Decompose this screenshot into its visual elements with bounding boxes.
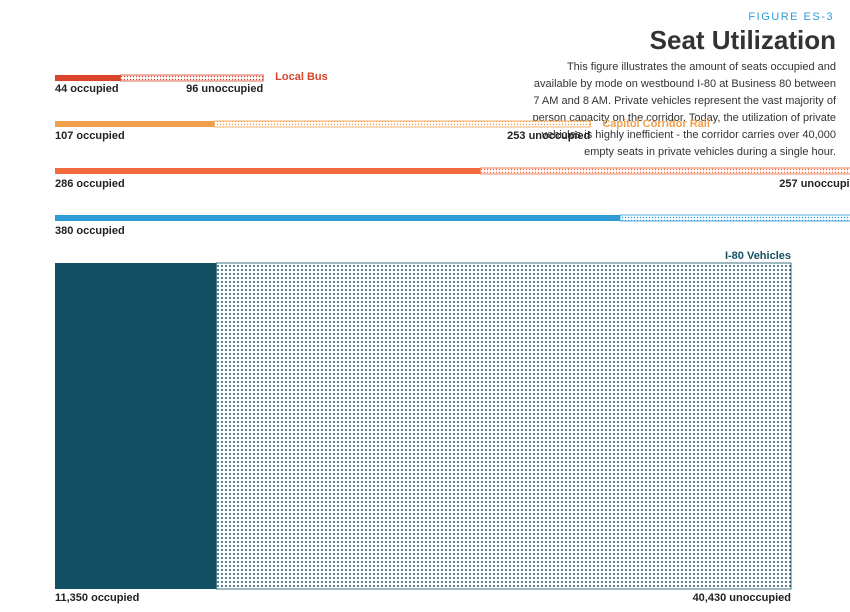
chart-title: Seat Utilization xyxy=(649,25,836,55)
occupied-value-local-bus: 44 occupied xyxy=(55,83,119,95)
bar-occupied-i-80-vehicles xyxy=(55,263,217,589)
row-i-80-vehicles: I-80 Vehicles 11,350 occupied 40,430 unocc… xyxy=(55,250,792,604)
bar-unoccupied-commuter-bus xyxy=(479,167,850,175)
mode-label-capitol-corridor-rail: Capitol Corridor Rail xyxy=(602,118,710,130)
row-capitol-corridor-rail: Capitol Corridor Rail 107 occupied 253 uno… xyxy=(55,118,710,142)
row-sacrt-blue-line-lrt: SacRT Blue Line LRT380 occupied660 unocc… xyxy=(55,214,850,237)
figure-label: FIGURE ES-3 xyxy=(748,11,834,23)
bar-unoccupied-local-bus xyxy=(120,74,264,82)
bar-occupied-local-bus xyxy=(55,75,121,81)
bar-unoccupied-i-80-vehicles xyxy=(215,262,792,590)
mode-label-i-80-vehicles: I-80 Vehicles xyxy=(725,250,791,262)
occupied-value-capitol-corridor-rail: 107 occupied xyxy=(55,130,125,142)
occupied-value-sacrt-blue-line-lrt: 380 occupied xyxy=(55,225,125,237)
bar-occupied-commuter-bus xyxy=(55,168,481,174)
unoccupied-value-i-80-vehicles: 40,430 unoccupied xyxy=(693,592,791,604)
bar-unoccupied-capitol-corridor-rail xyxy=(213,120,591,128)
occupied-value-commuter-bus: 286 occupied xyxy=(55,178,125,190)
bar-occupied-sacrt-blue-line-lrt xyxy=(55,215,621,221)
mode-label-local-bus: Local Bus xyxy=(275,71,328,83)
unoccupied-value-local-bus: 96 unoccupied xyxy=(186,83,263,95)
bar-unoccupied-sacrt-blue-line-lrt xyxy=(619,214,850,222)
row-local-bus: Local Bus 44 occupied 96 unoccupied xyxy=(55,71,328,95)
figure-description: This figure illustrates the amount of se… xyxy=(532,61,837,158)
occupied-value-i-80-vehicles: 11,350 occupied xyxy=(55,592,139,604)
unoccupied-value-commuter-bus: 257 unoccupied xyxy=(779,178,850,190)
unoccupied-value-capitol-corridor-rail: 253 unoccupied xyxy=(507,130,590,142)
bar-occupied-capitol-corridor-rail xyxy=(55,121,215,127)
